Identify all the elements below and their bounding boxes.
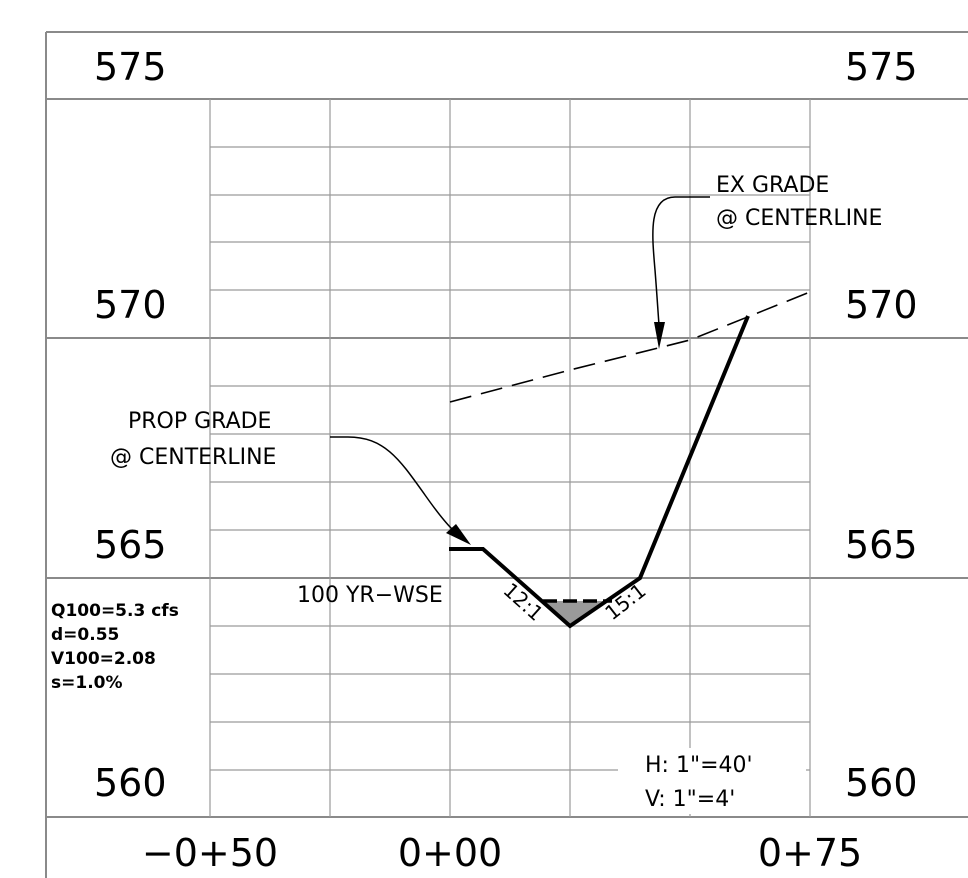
ex-grade-leader	[652, 196, 710, 326]
ex-grade-label: EX GRADE	[716, 173, 829, 198]
elev-left-560: 560	[94, 761, 167, 805]
water-surface-fill	[543, 601, 610, 626]
hydraulics-depth: d=0.55	[51, 625, 119, 645]
slope-left-label: 12:1	[499, 578, 548, 626]
ex-grade-arrowhead	[654, 322, 665, 349]
prop-grade-arrowhead	[446, 524, 471, 545]
hydraulics-slope: s=1.0%	[51, 673, 123, 693]
slope-right-label: 15:1	[600, 578, 650, 625]
elev-left-570: 570	[94, 283, 167, 327]
profile-grid	[209, 99, 811, 817]
hydraulics-flow: Q100=5.3 cfs	[51, 601, 179, 621]
proposed-grade-line	[449, 315, 750, 629]
wse-label: 100 YR−WSE	[297, 583, 443, 608]
station-0-00: 0+00	[398, 831, 502, 875]
elev-right-565: 565	[845, 523, 918, 567]
elev-right-570: 570	[845, 283, 918, 327]
prop-grade-label: PROP GRADE	[128, 409, 271, 434]
scale-box-mask	[618, 748, 806, 814]
elev-left-575: 575	[94, 45, 167, 89]
ex-grade-centerline-label: @ CENTERLINE	[716, 206, 882, 231]
sheet-frame	[45, 31, 968, 878]
elev-left-565: 565	[94, 523, 167, 567]
elev-right-575: 575	[845, 45, 918, 89]
prop-grade-centerline-label: @ CENTERLINE	[110, 445, 276, 470]
hydraulics-velocity: V100=2.08	[51, 649, 156, 669]
scale-vertical: V: 1"=4'	[645, 787, 735, 812]
scale-horizontal: H: 1"=40'	[645, 753, 753, 778]
prop-grade-leader	[330, 436, 453, 530]
station-minus-0-50: −0+50	[142, 831, 278, 875]
station-0-75: 0+75	[758, 831, 862, 875]
elev-right-560: 560	[845, 761, 918, 805]
